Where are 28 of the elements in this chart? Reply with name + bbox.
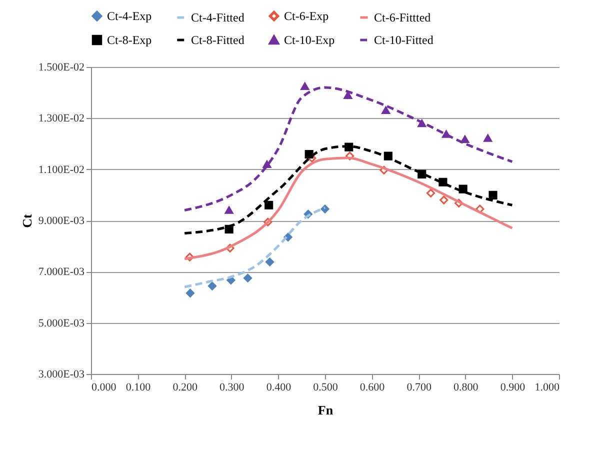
x-tick-label: 0.000 [92, 382, 117, 394]
x-tick-label: 0.700 [406, 382, 432, 394]
y-tick-label: 5.000E-03 [38, 317, 85, 330]
y-tick-label: 1.100E-02 [38, 164, 84, 176]
y-tick-label: 1.300E-02 [38, 112, 84, 125]
y-tick-label: 3.000E-03 [38, 368, 85, 380]
legend-label: Ct-8-Exp [107, 33, 152, 47]
x-tick-label: 0.800 [454, 382, 479, 394]
legend-label: Ct-8-Fitted [191, 33, 244, 47]
x-tick-label: 0.200 [172, 382, 198, 394]
x-tick-label: 0.900 [500, 382, 526, 394]
x-tick-label: 0.600 [360, 382, 386, 394]
legend-label: Ct-10-Fitted [374, 33, 434, 47]
legend-label: Ct-10-Exp [284, 33, 335, 47]
y-axis-title: Ct [19, 213, 34, 228]
legend-label: Ct-6-Fittted [374, 10, 431, 24]
x-tick-label: 0.100 [126, 382, 152, 394]
y-tick-label: 7.000E-03 [38, 266, 85, 278]
legend-label: Ct-6-Exp [284, 9, 329, 24]
x-tick-label: 1.000 [534, 382, 560, 394]
x-tick-label: 0.300 [220, 382, 245, 394]
y-tick-label: 9.000E-03 [38, 215, 85, 227]
legend-label: Ct-4-Fitted [191, 10, 244, 24]
x-tick-label: 0.500 [313, 382, 338, 394]
x-axis-title: Fn [318, 402, 334, 418]
y-tick-label: 1.500E-02 [38, 62, 84, 74]
legend-label: Ct-4-Exp [107, 9, 152, 24]
x-tick-label: 0.400 [266, 382, 292, 394]
